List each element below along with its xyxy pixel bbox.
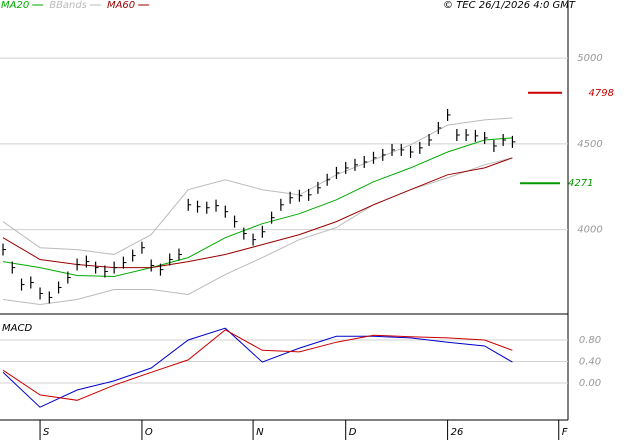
y-tick-label: 4500 bbox=[577, 139, 602, 150]
y-tick-label: 0.40 bbox=[579, 357, 601, 368]
series-line bbox=[2, 137, 513, 278]
y-tick-label: 4000 bbox=[577, 225, 602, 236]
x-tick-label: 26 bbox=[451, 427, 464, 438]
x-tick-label: N bbox=[256, 427, 264, 438]
x-tick-label: S bbox=[43, 427, 50, 438]
x-tick-label: D bbox=[349, 427, 357, 438]
macd-title: MACD bbox=[2, 323, 32, 334]
series-line bbox=[2, 157, 513, 269]
legend-label: MA60 bbox=[107, 0, 135, 11]
legend-label: MA20 bbox=[1, 0, 29, 11]
series-line bbox=[2, 329, 513, 401]
copyright: © TEC 26/1/2026 4:0 GMT bbox=[443, 0, 576, 11]
y-tick-label: 0.80 bbox=[579, 335, 601, 346]
level-label: 4271 bbox=[568, 178, 593, 189]
series-line bbox=[2, 117, 513, 256]
x-tick-label: O bbox=[145, 427, 153, 438]
series-line-lower bbox=[2, 157, 513, 306]
level-label: 4798 bbox=[589, 88, 614, 99]
series-line bbox=[2, 327, 513, 408]
legend-label: BBands bbox=[49, 0, 87, 11]
y-tick-label: 0.00 bbox=[579, 378, 601, 389]
y-tick-label: 5000 bbox=[577, 53, 602, 64]
x-tick-label: F bbox=[562, 427, 568, 438]
